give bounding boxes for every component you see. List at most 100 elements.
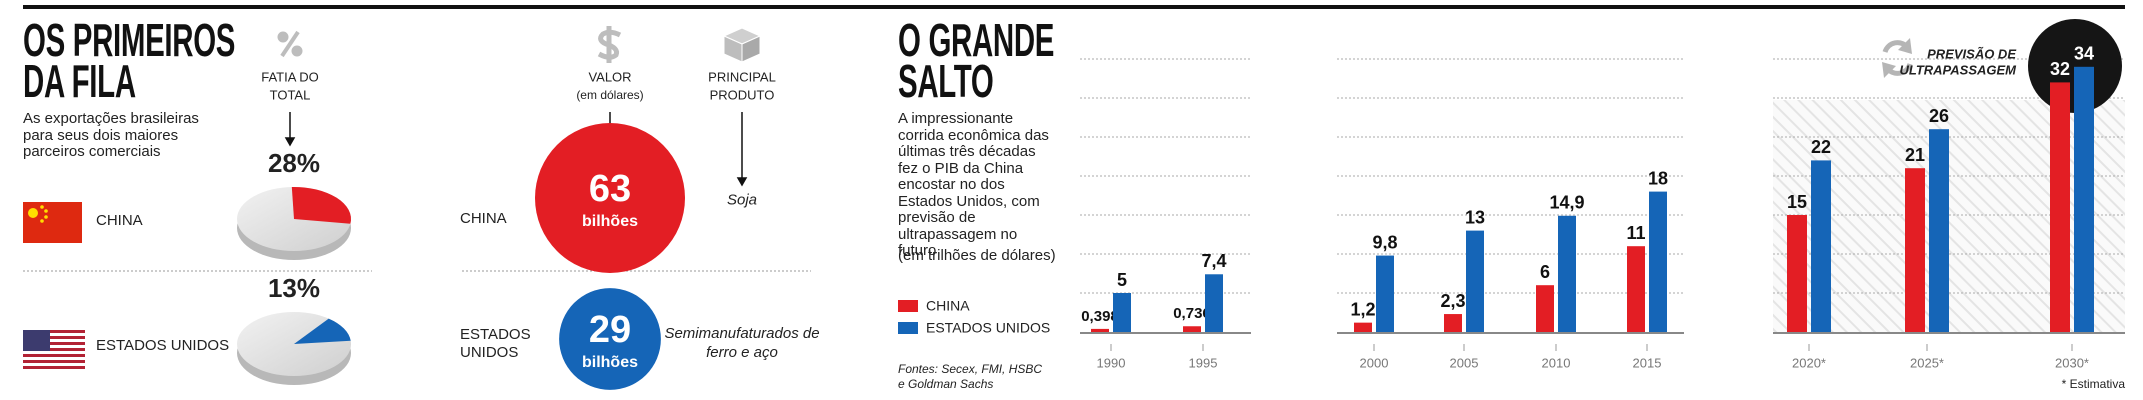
flag-star [40, 219, 44, 223]
country-label: ESTADOS UNIDOS [96, 337, 229, 354]
flag-stripe [23, 339, 85, 342]
x-tick-label: 2005 [1450, 355, 1479, 370]
bar-label: 32 [2050, 59, 2070, 79]
legend-label: CHINA [926, 298, 970, 314]
country-label: CHINA [96, 212, 143, 229]
value-unit: bilhões [582, 213, 638, 230]
value-label: 63 [589, 168, 631, 210]
pie-wedge [294, 318, 351, 344]
product-label: Semimanufaturados de ferro e aço [664, 325, 820, 361]
bar [1905, 168, 1925, 332]
x-tick-label: 2010 [1542, 355, 1571, 370]
refresh-icon [1882, 38, 1913, 78]
legend-swatch [898, 300, 918, 312]
percent-icon [277, 30, 303, 58]
flag-star [40, 205, 44, 209]
x-tick-label: 1990 [1097, 355, 1126, 370]
flag-stripe [23, 366, 85, 369]
bar-label: 18 [1648, 168, 1668, 188]
flag-stripe [23, 333, 85, 336]
product-label: Soja [726, 191, 758, 209]
bar [1113, 293, 1131, 332]
flag-stripe [23, 363, 85, 366]
bar [1536, 285, 1554, 332]
bar-label: 21 [1905, 145, 1925, 165]
bar [1811, 160, 1831, 332]
value-unit: bilhões [582, 354, 638, 371]
column-header: TOTAL [270, 87, 311, 102]
flag-stripe [23, 360, 85, 363]
note: * Estimativa [2062, 377, 2126, 391]
bar [1376, 255, 1394, 332]
bar-label: 26 [1929, 106, 1949, 126]
country-label: CHINA [460, 210, 507, 227]
bar-label: 0,398 [1081, 308, 1119, 325]
bar-label: 14,9 [1549, 193, 1584, 213]
flag-stripe [23, 351, 85, 354]
flag-stripe [23, 348, 85, 351]
bar-label: 11 [1626, 223, 1645, 243]
flag-stripe [23, 342, 85, 345]
x-tick-label: 2020* [1792, 355, 1826, 370]
column-header: FATIA DO [261, 69, 319, 84]
flag-stripe [23, 330, 85, 333]
source: Fontes: Secex, FMI, HSBC e Goldman Sachs [898, 362, 1043, 391]
subtitle: As exportações brasileiras para seus doi… [23, 110, 199, 160]
bar [2074, 66, 2094, 333]
pie-wedge [291, 187, 351, 224]
bar [1444, 314, 1462, 332]
legend-label: ESTADOS UNIDOS [926, 320, 1050, 336]
x-tick-label: 2000 [1360, 355, 1389, 370]
flag-stripe [23, 345, 85, 348]
value-circle [535, 123, 685, 273]
share-label: 28% [268, 148, 320, 178]
legend-swatch [898, 322, 918, 334]
bar [1649, 191, 1667, 332]
bar [1466, 230, 1484, 332]
bar [1183, 326, 1201, 332]
bar [1787, 215, 1807, 332]
column-header: VALOR [588, 69, 631, 84]
bar [1091, 328, 1109, 332]
box-icon [722, 27, 762, 63]
subtitle: A impressionante corrida econômica das ú… [898, 110, 1049, 259]
value-label: 29 [589, 309, 631, 351]
annotation: PREVISÃO DE [1927, 46, 2016, 61]
bar-label: 7,4 [1201, 251, 1226, 271]
bar [1205, 274, 1223, 332]
bar [1929, 129, 1949, 332]
flag-stripe [23, 354, 85, 357]
bar-label: 5 [1117, 270, 1127, 290]
flag-stripe [23, 357, 85, 360]
dollar-icon [597, 26, 622, 63]
flag-canton [23, 330, 50, 351]
bar [2050, 82, 2070, 333]
bar-label: 6 [1540, 262, 1550, 282]
value-circle [559, 288, 661, 390]
flag-star [28, 208, 38, 218]
bar [1558, 215, 1576, 332]
bar-label: 15 [1787, 192, 1807, 212]
x-tick-label: 2025* [1910, 355, 1944, 370]
top-rule [23, 5, 2125, 9]
share-label: 13% [268, 273, 320, 303]
x-tick-label: 2015 [1633, 355, 1662, 370]
annotation: ULTRAPASSAGEM [1899, 62, 2017, 77]
bar [1627, 246, 1645, 332]
title: O GRANDE SALTO [898, 14, 1055, 107]
x-tick-label: 1995 [1189, 355, 1218, 370]
column-header: (em dólares) [576, 88, 643, 102]
bar-label: 22 [1811, 137, 1831, 157]
bar [1354, 322, 1372, 332]
bar-label: 0,736 [1173, 305, 1211, 322]
unit-note: (em trilhões de dólares) [898, 247, 1056, 264]
title: OS PRIMEIROS DA FILA [23, 14, 236, 107]
bar-label: 9,8 [1372, 232, 1397, 252]
column-header: PRODUTO [710, 87, 775, 102]
column-header: PRINCIPAL [708, 69, 776, 84]
bar-label: 2,3 [1440, 291, 1465, 311]
country-label: ESTADOS UNIDOS [460, 326, 531, 361]
bar-label: 34 [2074, 44, 2094, 64]
